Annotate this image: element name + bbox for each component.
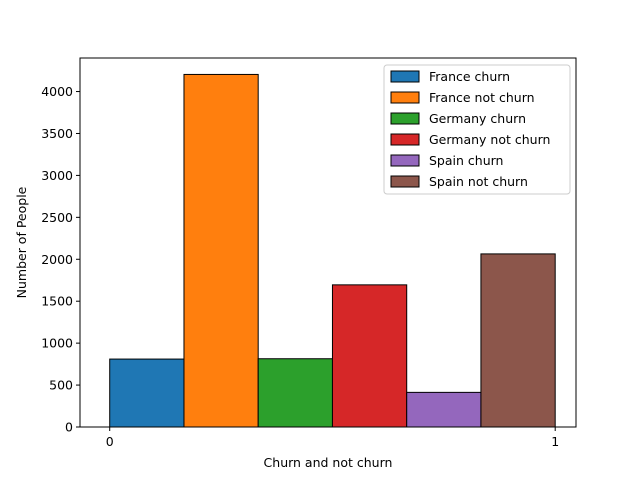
y-tick-label: 4000 xyxy=(41,84,73,99)
legend-entry-label: France churn xyxy=(429,69,510,84)
legend-swatch xyxy=(390,70,420,83)
y-tick-label: 2500 xyxy=(41,210,73,225)
x-tick-label: 0 xyxy=(106,434,114,449)
legend-entry-label: Spain churn xyxy=(429,153,503,168)
plot-frame xyxy=(79,57,577,428)
legend-swatch xyxy=(390,91,420,104)
legend-entry-label: Germany churn xyxy=(429,111,526,126)
x-axis-label: Churn and not churn xyxy=(264,455,393,470)
y-axis-label: Number of People xyxy=(14,186,29,298)
y-tick-label: 0 xyxy=(65,420,73,435)
y-tick-label: 1000 xyxy=(41,336,73,351)
bar-spain-not-churn xyxy=(480,253,556,428)
legend-swatch xyxy=(390,154,420,167)
y-tick-label: 2000 xyxy=(41,252,73,267)
bar-spain-churn xyxy=(406,391,482,428)
y-tick-label: 3500 xyxy=(41,126,73,141)
legend-swatch xyxy=(390,112,420,125)
bars-group xyxy=(109,73,556,428)
legend-entry-label: Spain not churn xyxy=(429,174,528,189)
y-tick-label: 1500 xyxy=(41,294,73,309)
x-tick-label: 1 xyxy=(551,434,559,449)
bar-france-not-churn xyxy=(183,73,259,428)
axes-group: 0 500 1000 1500 2000 2500 3000 3500 4000 0 1 xyxy=(41,57,577,449)
bar-france-churn xyxy=(109,358,185,428)
legend-swatch xyxy=(390,175,420,188)
legend-entry-label: France not churn xyxy=(429,90,535,105)
y-tick-label: 3000 xyxy=(41,168,73,183)
legend-entry-label: Germany not churn xyxy=(429,132,550,147)
y-tick-label: 500 xyxy=(49,378,73,393)
legend-box xyxy=(383,64,571,195)
legend: France churn France not churn Germany chur… xyxy=(383,64,571,195)
legend-swatch xyxy=(390,133,420,146)
bar-germany-churn xyxy=(257,358,333,428)
bar-germany-not-churn xyxy=(331,284,408,428)
